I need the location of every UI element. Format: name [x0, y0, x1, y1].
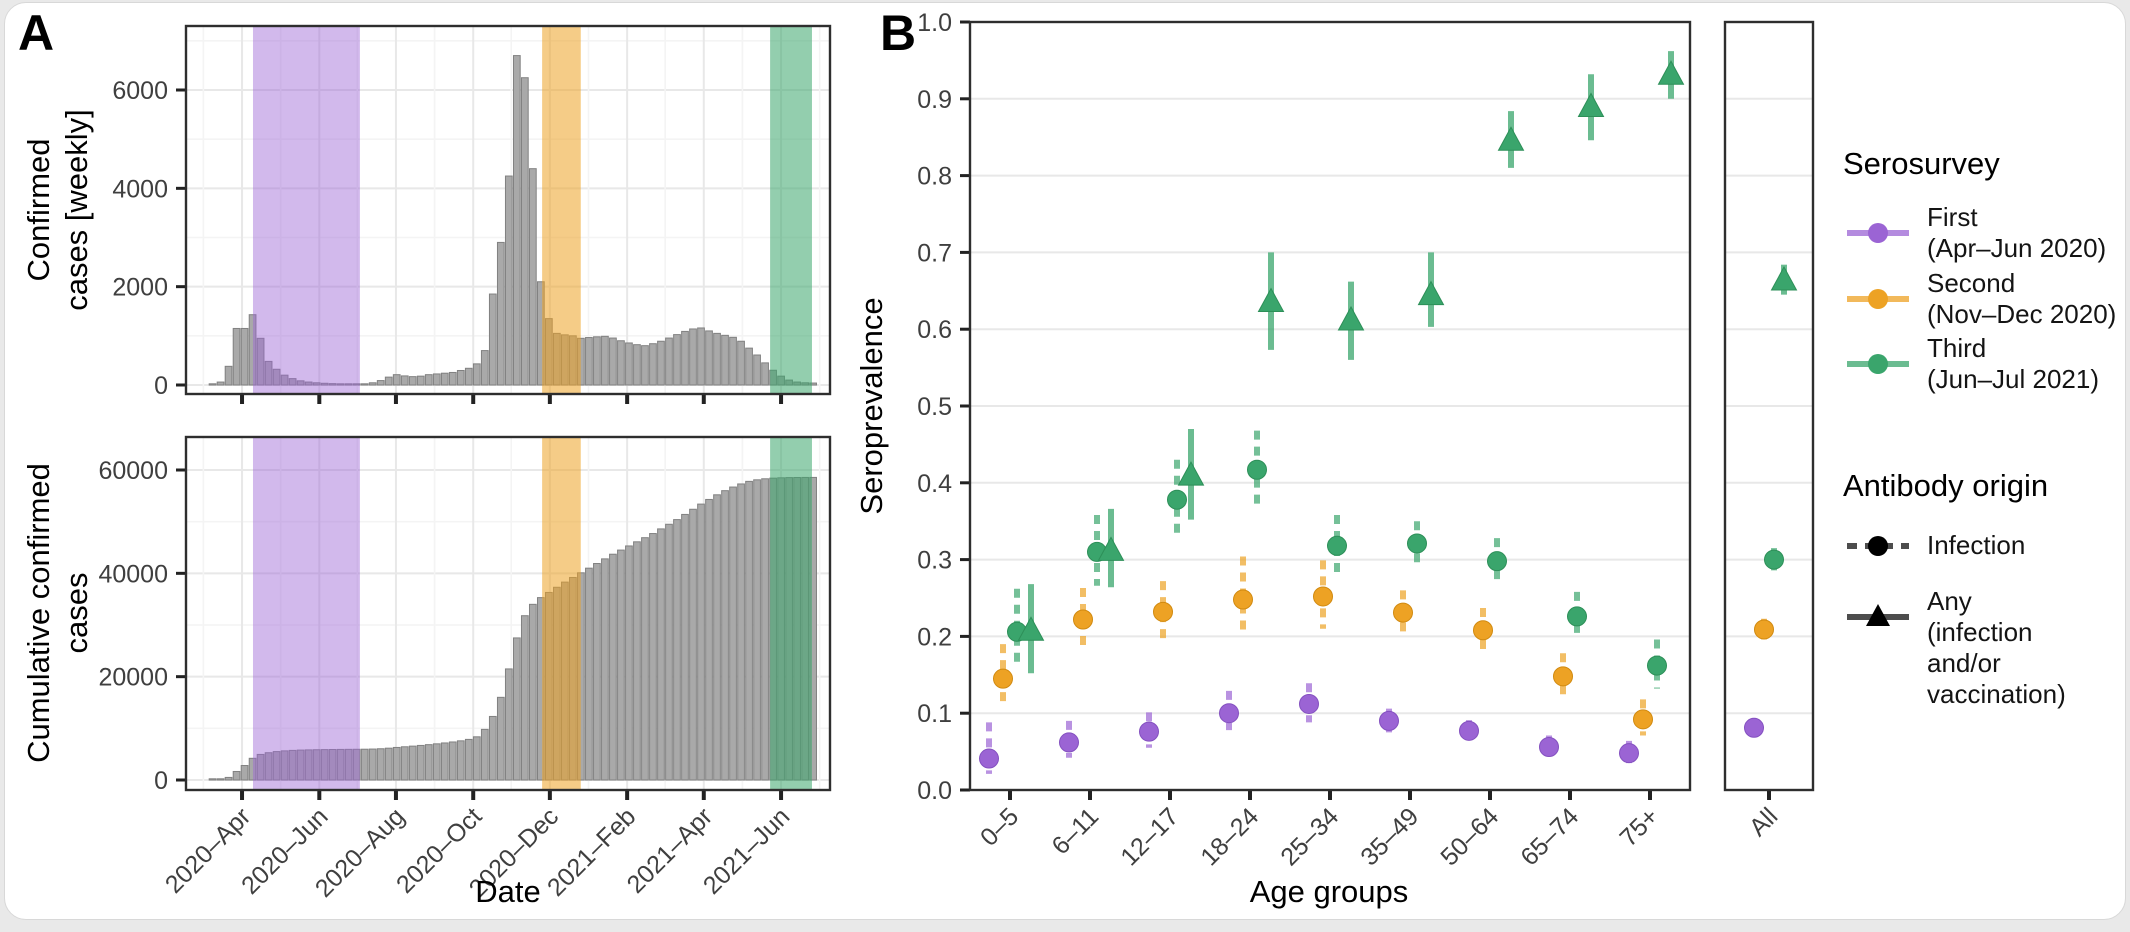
age-groups-axis-title: Age groups — [1249, 874, 1409, 909]
legend-item-any: Any (infection and/or vaccination) — [1845, 586, 2066, 710]
svg-text:2000: 2000 — [112, 274, 168, 302]
legend-label-second: Second (Nov–Dec 2020) — [1927, 268, 2117, 329]
cumulative-cases-axis-title: Cumulative confirmed cases — [21, 463, 94, 763]
legend-item-second-survey: Second (Nov–Dec 2020) — [1845, 268, 2116, 330]
svg-text:60000: 60000 — [98, 457, 168, 485]
svg-text:40000: 40000 — [98, 560, 168, 588]
svg-text:65–74: 65–74 — [1515, 802, 1584, 871]
weekly-cases-axis-title: Confirmed cases [weekly] — [21, 109, 94, 311]
svg-text:0.6: 0.6 — [917, 316, 952, 344]
legend-label-any: Any (infection and/or vaccination) — [1927, 586, 2066, 709]
date-axis-title: Date — [475, 874, 541, 909]
legend-label-infection: Infection — [1927, 530, 2026, 560]
antibody-origin-legend-title: Antibody origin — [1843, 468, 2049, 503]
svg-text:35–49: 35–49 — [1355, 802, 1424, 871]
svg-text:18–24: 18–24 — [1195, 802, 1264, 871]
svg-text:0.0: 0.0 — [917, 777, 952, 805]
any-marker-icon — [1847, 604, 1909, 626]
svg-text:12–17: 12–17 — [1115, 802, 1184, 871]
svg-text:All: All — [1744, 802, 1783, 841]
svg-text:0.5: 0.5 — [917, 393, 952, 421]
svg-text:0: 0 — [154, 767, 168, 795]
svg-text:0.8: 0.8 — [917, 163, 952, 191]
svg-text:1.0: 1.0 — [917, 9, 952, 37]
panel-b-letter: B — [880, 5, 917, 61]
svg-text:0.4: 0.4 — [917, 470, 952, 498]
svg-text:0: 0 — [154, 372, 168, 400]
infection-marker-icon — [1847, 535, 1909, 556]
second-survey-marker-icon — [1847, 289, 1909, 309]
first-survey-marker-icon — [1847, 223, 1909, 243]
svg-text:50–64: 50–64 — [1435, 802, 1504, 871]
svg-text:6000: 6000 — [112, 77, 168, 105]
seroprevalence-axis-title: Seroprevalence — [854, 297, 889, 515]
svg-text:20000: 20000 — [98, 664, 168, 692]
legend-label-first: First (Apr–Jun 2020) — [1927, 202, 2107, 263]
svg-text:0.2: 0.2 — [917, 623, 952, 651]
legend-label-third: Third (Jun–Jul 2021) — [1927, 333, 2099, 394]
svg-text:4000: 4000 — [112, 175, 168, 203]
svg-text:0.9: 0.9 — [917, 86, 952, 114]
serosurvey-legend-title: Serosurvey — [1843, 146, 2000, 181]
legend-item-third-survey: Third (Jun–Jul 2021) — [1845, 333, 2099, 395]
svg-text:75+: 75+ — [1614, 802, 1664, 852]
svg-text:0.3: 0.3 — [917, 547, 952, 575]
third-survey-marker-icon — [1847, 354, 1909, 374]
svg-text:0–5: 0–5 — [975, 802, 1024, 851]
legend-item-infection: Infection — [1845, 530, 2025, 561]
legend-item-first-survey: First (Apr–Jun 2020) — [1845, 202, 2106, 264]
svg-text:0.7: 0.7 — [917, 239, 952, 267]
panel-a-letter: A — [18, 5, 55, 61]
svg-text:25–34: 25–34 — [1275, 802, 1344, 871]
svg-text:6–11: 6–11 — [1046, 802, 1104, 860]
svg-text:0.1: 0.1 — [917, 700, 952, 728]
